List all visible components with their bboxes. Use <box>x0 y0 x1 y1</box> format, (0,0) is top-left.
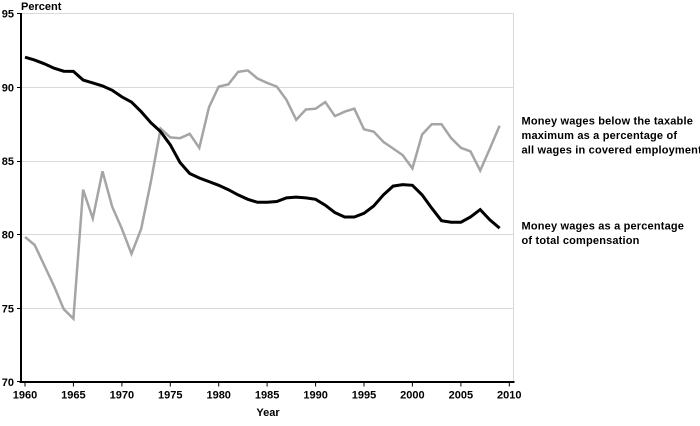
svg-text:1970: 1970 <box>110 390 134 402</box>
svg-text:1995: 1995 <box>352 390 376 402</box>
svg-text:1975: 1975 <box>158 390 182 402</box>
svg-text:2005: 2005 <box>449 390 473 402</box>
svg-text:maximum as a percentage of: maximum as a percentage of <box>522 130 678 142</box>
svg-text:1990: 1990 <box>303 390 327 402</box>
svg-text:Percent: Percent <box>21 1 62 13</box>
svg-text:all wages in covered employmen: all wages in covered employment <box>522 145 700 157</box>
svg-text:1965: 1965 <box>61 390 85 402</box>
svg-text:Money wages below the taxable: Money wages below the taxable <box>522 116 694 128</box>
svg-text:1960: 1960 <box>13 390 37 402</box>
svg-text:90: 90 <box>2 82 14 94</box>
svg-text:of total compensation: of total compensation <box>522 235 640 247</box>
svg-text:2010: 2010 <box>497 390 521 402</box>
svg-text:1985: 1985 <box>255 390 279 402</box>
svg-text:Money wages as a percentage: Money wages as a percentage <box>522 221 685 233</box>
svg-text:70: 70 <box>2 377 14 389</box>
svg-text:Year: Year <box>256 407 280 419</box>
svg-text:80: 80 <box>2 230 14 242</box>
svg-text:2000: 2000 <box>400 390 424 402</box>
svg-text:85: 85 <box>2 156 14 168</box>
svg-text:75: 75 <box>2 303 14 315</box>
svg-text:95: 95 <box>2 9 14 21</box>
svg-text:1980: 1980 <box>206 390 230 402</box>
